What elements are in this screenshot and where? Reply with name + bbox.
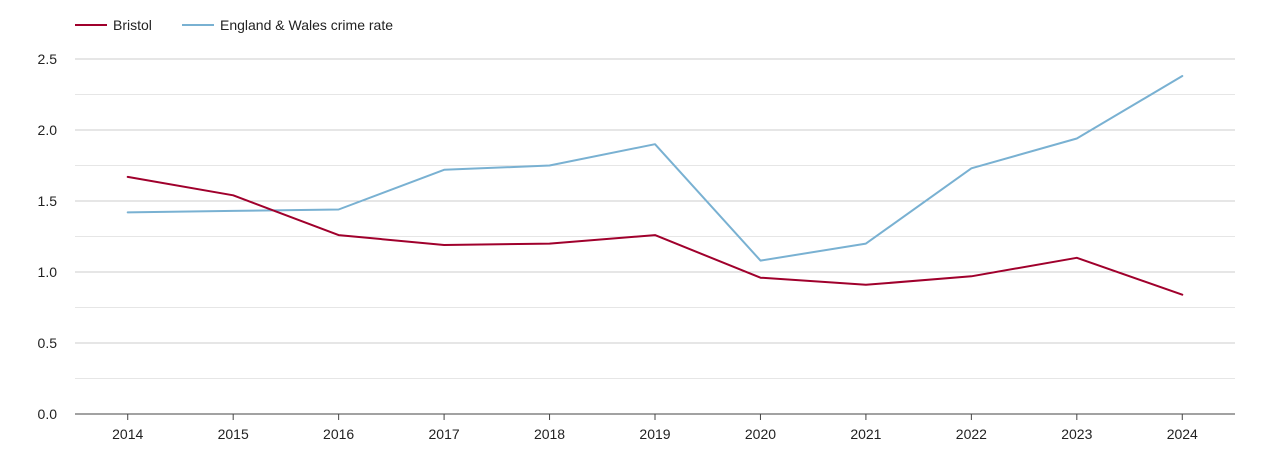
x-axis-ticks: 2014 2015 2016 2017 2018 2019 2020 2021 2022 2023… [112,414,1198,442]
y-tick-label: 0.0 [38,406,58,422]
y-tick-label: 2.0 [38,122,58,138]
x-tick-label: 2014 [112,426,143,442]
legend-label-england-wales: England & Wales crime rate [220,17,393,33]
x-tick-label: 2021 [850,426,881,442]
x-tick-label: 2016 [323,426,354,442]
grid-lines [75,58,1235,379]
y-tick-label: 1.0 [38,264,58,280]
x-tick-label: 2024 [1167,426,1198,442]
legend-label-bristol: Bristol [113,17,152,33]
x-tick-label: 2022 [956,426,987,442]
x-tick-label: 2017 [429,426,460,442]
x-tick-label: 2019 [639,426,670,442]
y-tick-label: 1.5 [38,193,58,209]
y-tick-label: 0.5 [38,335,58,351]
legend: Bristol England & Wales crime rate [75,17,393,33]
series-line-bristol[interactable] [126,175,1184,296]
x-tick-label: 2015 [218,426,249,442]
y-axis-ticks: 0.0 0.5 1.0 1.5 2.0 2.5 [38,51,58,422]
x-tick-label: 2023 [1061,426,1092,442]
legend-item-england-wales[interactable]: England & Wales crime rate [182,17,393,33]
y-tick-label: 2.5 [38,51,58,67]
series-lines [126,75,1184,296]
x-tick-label: 2018 [534,426,565,442]
series-line-england-wales-crime-rate[interactable] [126,75,1184,262]
legend-item-bristol[interactable]: Bristol [75,17,152,33]
x-tick-label: 2020 [745,426,776,442]
